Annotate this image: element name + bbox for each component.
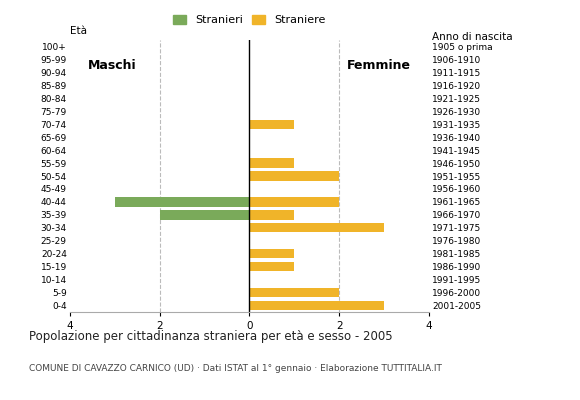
Bar: [114, 197, 249, 206]
Legend: Stranieri, Straniere: Stranieri, Straniere: [169, 10, 330, 30]
Text: Anno di nascita: Anno di nascita: [432, 32, 513, 42]
Bar: [249, 223, 384, 232]
Bar: [249, 171, 339, 181]
Text: Popolazione per cittadinanza straniera per età e sesso - 2005: Popolazione per cittadinanza straniera p…: [29, 330, 393, 343]
Text: Maschi: Maschi: [88, 60, 136, 72]
Text: Femmine: Femmine: [347, 60, 411, 72]
Bar: [249, 197, 339, 206]
Bar: [160, 210, 249, 220]
Bar: [249, 301, 384, 310]
Text: Età: Età: [70, 26, 86, 36]
Bar: [249, 120, 295, 129]
Bar: [249, 288, 339, 297]
Text: COMUNE DI CAVAZZO CARNICO (UD) · Dati ISTAT al 1° gennaio · Elaborazione TUTTITA: COMUNE DI CAVAZZO CARNICO (UD) · Dati IS…: [29, 364, 442, 373]
Bar: [249, 210, 295, 220]
Bar: [249, 262, 295, 271]
Bar: [249, 249, 295, 258]
Bar: [249, 158, 295, 168]
